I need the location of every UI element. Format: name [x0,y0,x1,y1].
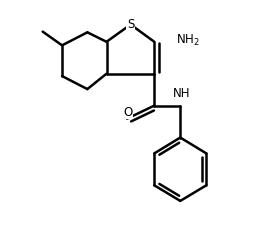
Text: NH$_2$: NH$_2$ [176,33,200,48]
Text: S: S [127,18,134,31]
Text: O: O [123,106,132,119]
Text: NH: NH [173,87,190,100]
